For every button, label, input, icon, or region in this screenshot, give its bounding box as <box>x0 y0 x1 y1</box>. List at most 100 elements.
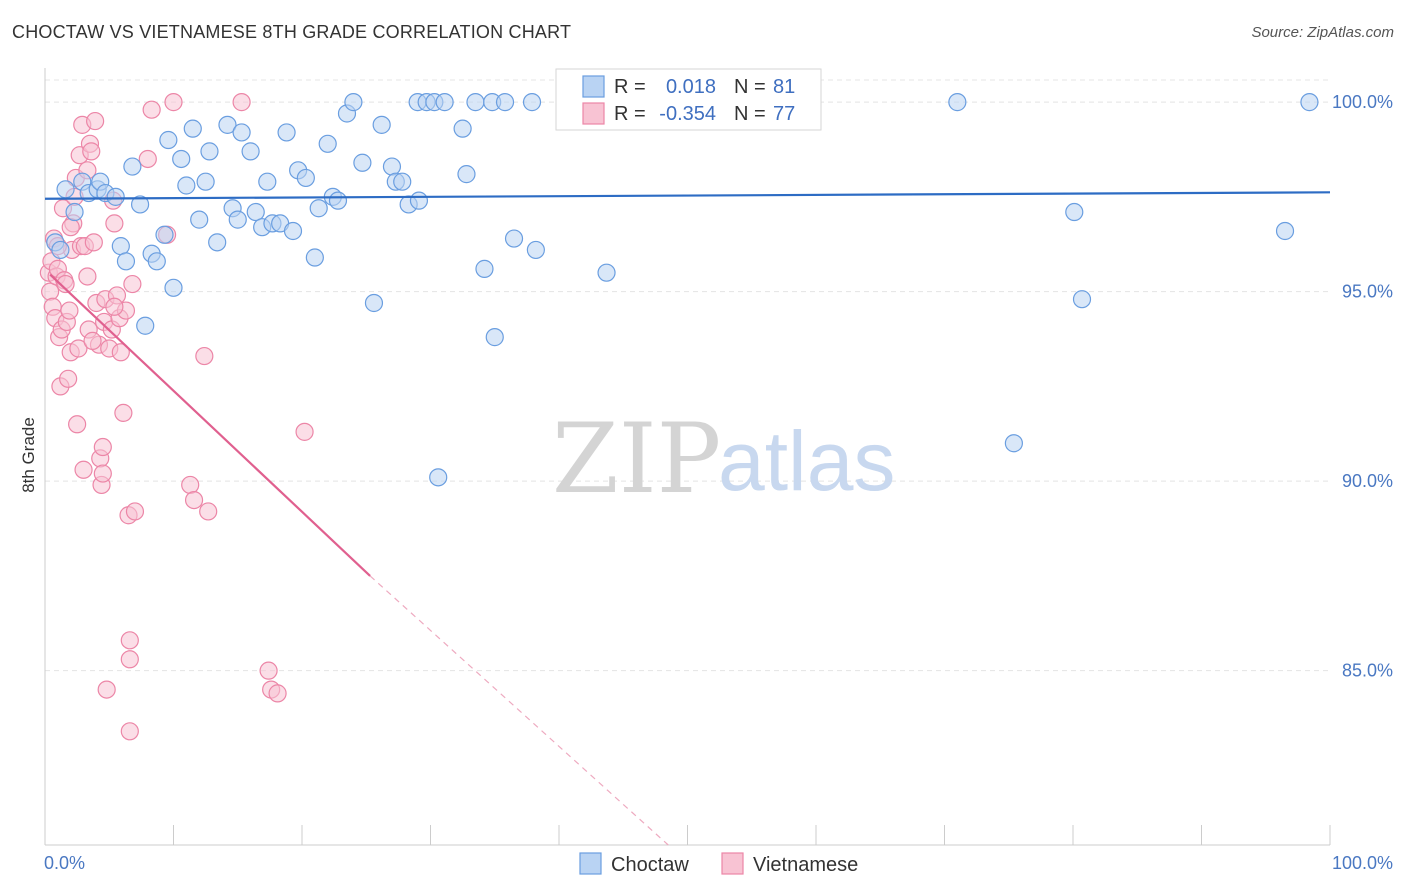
choctaw-points <box>46 93 1319 487</box>
series-legend: Choctaw Vietnamese <box>579 852 858 876</box>
choctaw-point-66 <box>485 328 504 347</box>
choctaw-point-30 <box>232 123 251 142</box>
choctaw-point-24 <box>196 172 215 191</box>
choctaw-point-68 <box>504 229 524 248</box>
choctaw-point-64 <box>475 259 494 278</box>
vietnamese-point-60 <box>142 100 161 119</box>
choctaw-point-63 <box>466 93 485 112</box>
choctaw-point-49 <box>364 293 384 313</box>
choctaw-point-75 <box>948 93 967 112</box>
choctaw-n-label: N = <box>734 76 766 98</box>
y-tick-labels: 85.0% 90.0% 95.0% 100.0% <box>1332 92 1393 681</box>
choctaw-point-43 <box>318 134 337 153</box>
x-tick-label-1: 100.0% <box>1332 853 1393 873</box>
vietnamese-point-22 <box>68 415 87 434</box>
choctaw-point-51 <box>382 157 402 176</box>
stats-legend: R = 0.018 N = 81 R = -0.354 N = 77 <box>555 68 822 131</box>
choctaw-point-12 <box>123 157 142 176</box>
watermark: ZIP atlas <box>552 403 895 515</box>
y-tick-label-0: 85.0% <box>1342 661 1393 681</box>
vietnamese-point-63 <box>181 475 200 495</box>
chart-title: CHOCTAW VS VIETNAMESE 8TH GRADE CORRELAT… <box>12 22 572 42</box>
vietnamese-point-74 <box>61 218 80 237</box>
vietnamese-point-32 <box>82 142 101 161</box>
vietnamese-trend-line <box>49 273 371 577</box>
choctaw-point-32 <box>246 202 265 222</box>
vietnamese-point-51 <box>114 403 133 423</box>
vietnamese-point-57 <box>123 274 142 294</box>
vietnamese-point-33 <box>84 233 103 252</box>
choctaw-point-14 <box>136 316 155 335</box>
choctaw-point-1 <box>51 240 70 260</box>
vietnamese-point-72 <box>78 267 97 286</box>
vietnamese-point-54 <box>120 631 139 650</box>
choctaw-point-48 <box>353 153 372 172</box>
choctaw-point-9 <box>106 187 125 206</box>
vietnamese-point-34 <box>86 111 105 131</box>
gridlines <box>45 79 1330 672</box>
vietnamese-point-23 <box>69 339 88 358</box>
choctaw-n-value: 81 <box>773 76 795 98</box>
choctaw-point-19 <box>164 278 183 297</box>
choctaw-point-10 <box>111 237 130 256</box>
choctaw-point-79 <box>1275 221 1295 241</box>
x-tick-label-0: 0.0% <box>44 853 85 873</box>
choctaw-point-38 <box>283 221 303 241</box>
vietnamese-point-76 <box>105 297 124 316</box>
vietnamese-point-66 <box>199 502 218 521</box>
trend-lines <box>44 191 1331 846</box>
vietnamese-point-16 <box>60 301 79 320</box>
choctaw-point-70 <box>526 240 545 260</box>
axes <box>44 68 1331 846</box>
choctaw-point-61 <box>453 119 472 138</box>
vietnamese-point-50 <box>111 343 130 362</box>
choctaw-point-41 <box>305 248 324 267</box>
vietnamese-point-68 <box>259 661 278 680</box>
choctaw-r-label: R = <box>614 76 646 98</box>
y-tick-label-2: 95.0% <box>1342 282 1393 302</box>
choctaw-point-21 <box>177 176 196 195</box>
choctaw-point-40 <box>296 168 315 188</box>
vietnamese-trend-extension <box>369 575 669 846</box>
vietnamese-point-13 <box>56 274 75 294</box>
legend-vietnamese-label: Vietnamese <box>753 854 858 876</box>
choctaw-point-42 <box>309 199 328 218</box>
choctaw-point-37 <box>277 123 296 142</box>
choctaw-point-55 <box>409 191 429 210</box>
vietnamese-point-56 <box>120 722 139 741</box>
choctaw-r-value: 0.018 <box>666 76 716 98</box>
vietnamese-point-15 <box>59 369 78 388</box>
vietnamese-point-59 <box>138 149 157 169</box>
choctaw-point-20 <box>172 149 191 169</box>
choctaw-point-11 <box>116 252 136 271</box>
vietnamese-point-39 <box>93 437 112 457</box>
watermark-zip: ZIP <box>552 403 721 515</box>
vietnamese-point-70 <box>268 684 287 703</box>
choctaw-swatch <box>582 75 605 98</box>
choctaw-point-62 <box>457 165 476 184</box>
choctaw-point-59 <box>429 468 448 487</box>
choctaw-point-25 <box>200 142 219 161</box>
choctaw-point-27 <box>218 115 237 134</box>
vietnamese-point-1 <box>41 282 60 301</box>
choctaw-point-34 <box>258 172 277 191</box>
y-tick-label-3: 100.0% <box>1332 92 1393 112</box>
choctaw-point-60 <box>435 93 454 112</box>
legend-vietnamese-swatch <box>721 852 744 875</box>
choctaw-point-69 <box>522 93 542 112</box>
vietnamese-point-43 <box>97 680 116 699</box>
vietnamese-n-value: 77 <box>773 103 795 125</box>
vietnamese-point-55 <box>120 650 139 669</box>
choctaw-point-31 <box>241 142 260 161</box>
legend-choctaw-label: Choctaw <box>611 854 689 876</box>
vietnamese-r-label: R = <box>614 103 646 125</box>
watermark-atlas: atlas <box>718 414 895 508</box>
choctaw-trend-line <box>44 191 1331 200</box>
vietnamese-point-27 <box>74 460 93 479</box>
choctaw-point-22 <box>183 119 202 138</box>
vietnamese-n-label: N = <box>734 103 766 125</box>
choctaw-point-77 <box>1065 202 1084 222</box>
y-axis-label: 8th Grade <box>19 417 38 493</box>
choctaw-point-2 <box>56 180 75 199</box>
